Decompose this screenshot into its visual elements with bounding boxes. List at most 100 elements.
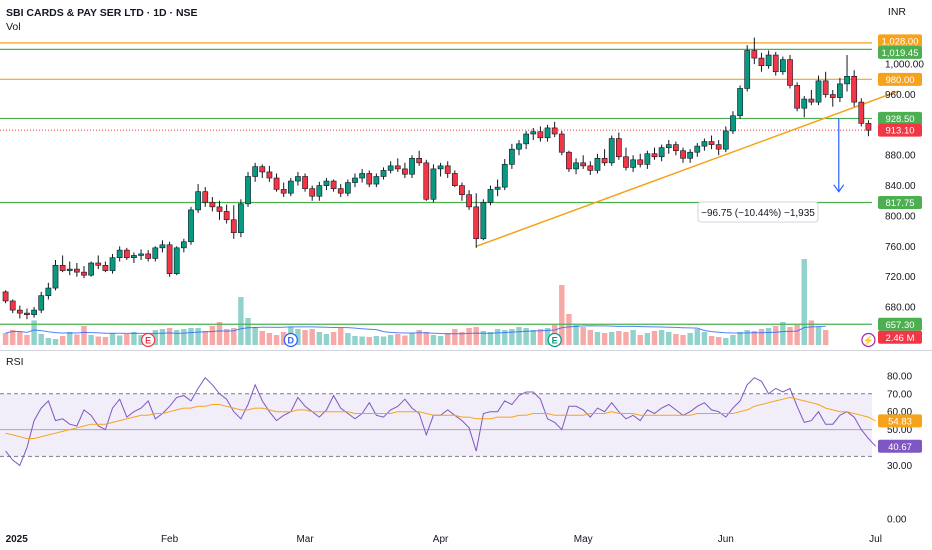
volume-bar bbox=[808, 320, 815, 345]
candle-body bbox=[416, 157, 423, 164]
volume-bar bbox=[174, 330, 180, 345]
candle-body bbox=[523, 133, 530, 145]
candle-body bbox=[223, 211, 230, 221]
candle-body bbox=[109, 257, 116, 271]
candle-body bbox=[544, 127, 551, 139]
volume-bar bbox=[673, 334, 679, 345]
candle-body bbox=[673, 144, 679, 151]
measure-label: −96.75 (−10.44%) −1,935 bbox=[701, 208, 815, 219]
candle-body bbox=[238, 203, 244, 233]
volume-bar bbox=[366, 337, 372, 345]
candle-body bbox=[245, 176, 251, 205]
volume-bar bbox=[109, 333, 116, 345]
event-marker-label: E bbox=[552, 336, 558, 346]
volume-bar bbox=[723, 338, 729, 345]
candle-body bbox=[444, 165, 451, 174]
measure-label-box bbox=[697, 201, 819, 223]
candle-body bbox=[66, 268, 73, 271]
rsi-axis-tick: 0.00 bbox=[887, 515, 907, 526]
volume-bar bbox=[765, 328, 772, 345]
volume-bar bbox=[273, 335, 280, 345]
candle-body bbox=[430, 168, 437, 200]
event-marker bbox=[283, 332, 298, 348]
volume-legend[interactable]: Vol bbox=[6, 21, 21, 33]
price-axis-tick: 760.00 bbox=[885, 242, 916, 253]
volume-bar bbox=[88, 335, 94, 345]
candle-body bbox=[623, 156, 629, 168]
volume-bar bbox=[787, 327, 793, 345]
volume-bar bbox=[380, 336, 387, 345]
candle-body bbox=[152, 247, 159, 259]
candle-body bbox=[509, 148, 515, 165]
volume-bar bbox=[758, 329, 765, 345]
candle-body bbox=[730, 115, 736, 132]
volume-bar bbox=[423, 332, 430, 345]
candle-body bbox=[280, 189, 287, 194]
level-axis-label: 928.50 bbox=[885, 114, 914, 125]
candle-body bbox=[680, 150, 686, 159]
pane-divider[interactable] bbox=[0, 350, 932, 351]
level-axis-label: 980.00 bbox=[885, 75, 914, 86]
rsi-axis-label-box bbox=[878, 439, 922, 453]
volume-bar bbox=[188, 328, 194, 345]
symbol-title[interactable]: SBI CARDS & PAY SER LTD · 1D · NSE bbox=[6, 7, 198, 19]
candle-body bbox=[9, 300, 16, 311]
volume-bar bbox=[231, 328, 237, 345]
candle-body bbox=[694, 145, 701, 153]
volume-bar bbox=[444, 333, 451, 345]
volume-bar bbox=[651, 331, 658, 345]
volume-bar bbox=[45, 338, 52, 345]
volume-bar bbox=[544, 328, 551, 345]
candle-body bbox=[216, 206, 223, 212]
candle-body bbox=[145, 253, 152, 259]
candle-body bbox=[102, 265, 109, 271]
candle-body bbox=[630, 159, 636, 168]
rsi-axis-tick: 60.00 bbox=[887, 407, 912, 418]
candle-body bbox=[387, 165, 394, 171]
volume-bar bbox=[694, 329, 700, 345]
candle-body bbox=[16, 309, 23, 314]
volume-bar bbox=[59, 336, 66, 345]
candle-body bbox=[858, 101, 865, 124]
candle-body bbox=[637, 159, 644, 165]
candle-body bbox=[45, 287, 52, 296]
candle-body bbox=[316, 185, 323, 197]
candle-body bbox=[765, 54, 772, 66]
candle-body bbox=[173, 247, 180, 274]
volume-bar bbox=[487, 332, 494, 345]
candle-body bbox=[466, 194, 472, 208]
event-marker-label: ⚡ bbox=[863, 335, 874, 347]
candle-body bbox=[302, 176, 308, 189]
candle-body bbox=[409, 157, 415, 175]
level-axis-label-box bbox=[878, 195, 922, 209]
candle-body bbox=[701, 141, 708, 147]
time-axis-tick: Feb bbox=[161, 534, 179, 545]
volume-bar bbox=[737, 332, 743, 345]
volume-bar bbox=[17, 331, 23, 345]
candle-body bbox=[74, 268, 80, 273]
candle-body bbox=[88, 262, 95, 276]
candle-body bbox=[530, 131, 537, 135]
volume-bar bbox=[559, 285, 565, 345]
candle-body bbox=[337, 188, 344, 194]
candle-body bbox=[394, 165, 401, 170]
last-price-axis-label: 913.10 bbox=[885, 126, 914, 137]
chart-header: SBI CARDS & PAY SER LTD · 1D · NSE Vol bbox=[6, 6, 198, 34]
volume-bar bbox=[152, 330, 159, 345]
candle-body bbox=[323, 180, 330, 186]
volume-bar bbox=[609, 332, 615, 345]
volume-bar bbox=[295, 329, 301, 345]
candle-body bbox=[494, 186, 501, 190]
candle-body bbox=[808, 98, 815, 103]
candle-body bbox=[537, 131, 544, 139]
volume-bar bbox=[387, 335, 394, 345]
volume-bar bbox=[316, 332, 323, 345]
rsi-axis-tick: 80.00 bbox=[887, 371, 912, 382]
volume-bar bbox=[124, 334, 130, 345]
candle-body bbox=[230, 219, 237, 233]
volume-bar bbox=[637, 335, 643, 345]
volume-bar bbox=[630, 330, 636, 345]
rsi-legend[interactable]: RSI bbox=[6, 356, 24, 368]
candle-body bbox=[24, 312, 30, 315]
